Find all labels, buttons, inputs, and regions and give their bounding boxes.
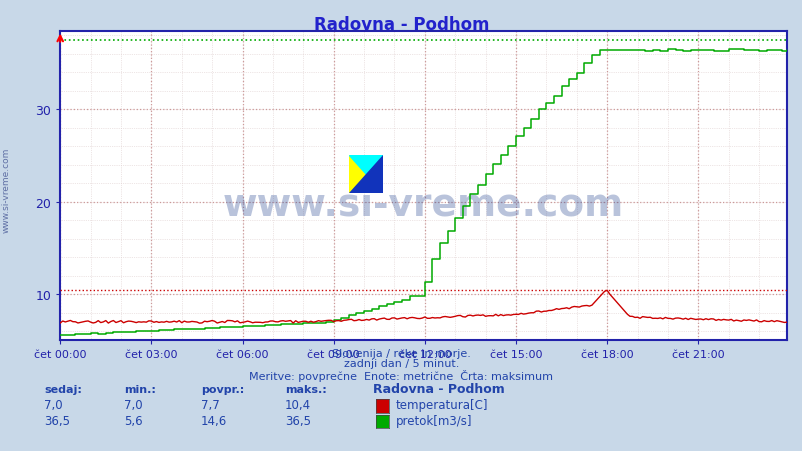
Text: Meritve: povprečne  Enote: metrične  Črta: maksimum: Meritve: povprečne Enote: metrične Črta:… — [249, 369, 553, 381]
Text: 5,6: 5,6 — [124, 414, 143, 427]
Text: www.si-vreme.com: www.si-vreme.com — [2, 147, 11, 232]
Text: povpr.:: povpr.: — [200, 384, 244, 394]
Text: zadnji dan / 5 minut.: zadnji dan / 5 minut. — [343, 359, 459, 368]
Text: Slovenija / reke in morje.: Slovenija / reke in morje. — [332, 348, 470, 358]
Text: 7,0: 7,0 — [124, 398, 143, 411]
Text: 7,7: 7,7 — [200, 398, 219, 411]
Text: Radovna - Podhom: Radovna - Podhom — [314, 16, 488, 34]
Polygon shape — [349, 156, 383, 194]
Text: pretok[m3/s]: pretok[m3/s] — [395, 414, 472, 427]
Text: sedaj:: sedaj: — [44, 384, 82, 394]
Text: www.si-vreme.com: www.si-vreme.com — [223, 187, 623, 222]
Text: 10,4: 10,4 — [285, 398, 311, 411]
Polygon shape — [349, 156, 383, 194]
Text: maks.:: maks.: — [285, 384, 326, 394]
Text: min.:: min.: — [124, 384, 156, 394]
Text: 14,6: 14,6 — [200, 414, 227, 427]
Text: Radovna - Podhom: Radovna - Podhom — [373, 382, 504, 396]
Text: 36,5: 36,5 — [285, 414, 310, 427]
Text: 36,5: 36,5 — [44, 414, 70, 427]
Text: temperatura[C]: temperatura[C] — [395, 398, 488, 411]
Text: 7,0: 7,0 — [44, 398, 63, 411]
